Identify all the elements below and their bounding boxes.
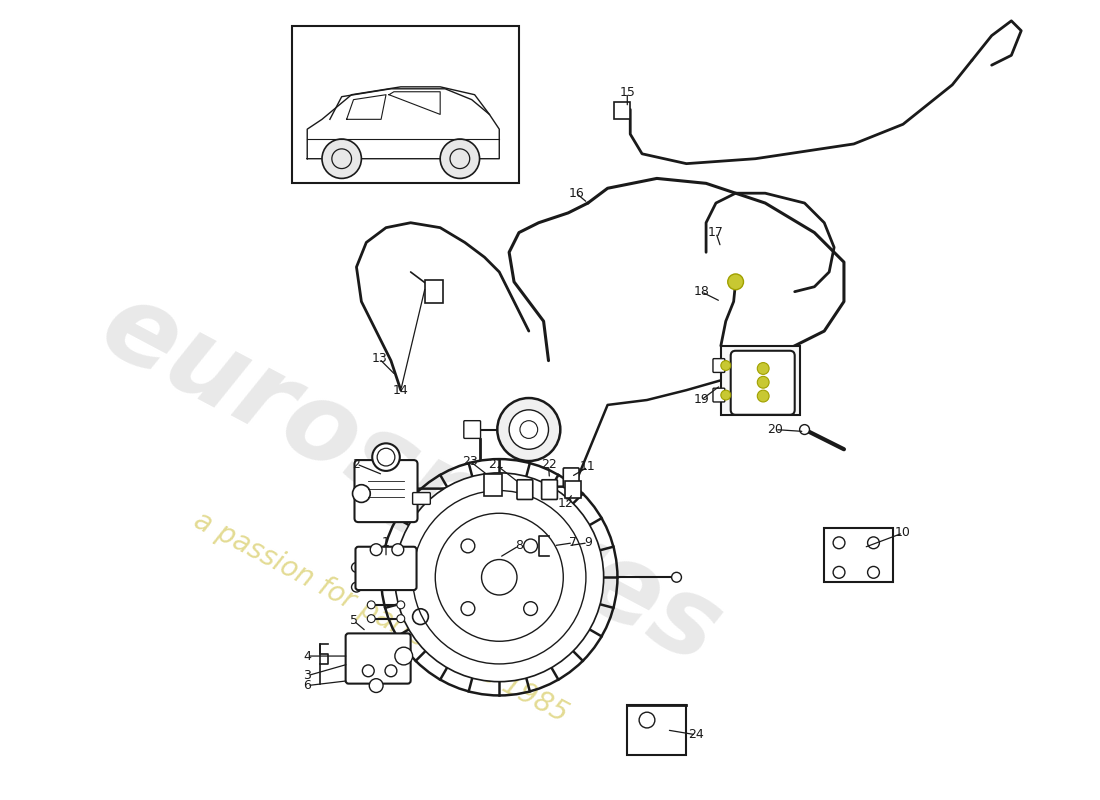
Circle shape (372, 443, 399, 471)
Circle shape (352, 562, 362, 572)
Circle shape (524, 539, 538, 553)
Circle shape (757, 362, 769, 374)
Text: 20: 20 (767, 423, 783, 436)
Circle shape (352, 582, 362, 592)
FancyBboxPatch shape (354, 460, 418, 522)
Text: 23: 23 (462, 454, 477, 467)
Text: 15: 15 (619, 86, 635, 99)
Circle shape (371, 544, 382, 556)
Text: a passion for parts since 1985: a passion for parts since 1985 (189, 506, 573, 727)
FancyBboxPatch shape (541, 480, 558, 499)
Circle shape (397, 614, 405, 622)
Text: 19: 19 (693, 394, 710, 406)
Text: 4: 4 (304, 650, 311, 662)
Text: 2: 2 (352, 458, 361, 470)
Text: 16: 16 (569, 186, 584, 200)
Circle shape (397, 601, 405, 609)
Text: 3: 3 (304, 670, 311, 682)
Bar (627, 706, 686, 754)
FancyBboxPatch shape (345, 634, 410, 684)
Bar (293, 26, 519, 183)
Circle shape (720, 361, 730, 370)
Text: 18: 18 (693, 285, 710, 298)
Bar (720, 346, 800, 414)
Circle shape (385, 665, 397, 677)
Text: 7: 7 (569, 536, 578, 550)
Circle shape (757, 390, 769, 402)
FancyBboxPatch shape (412, 493, 430, 504)
FancyBboxPatch shape (713, 358, 725, 373)
Bar (615, 102, 630, 119)
FancyBboxPatch shape (464, 421, 481, 438)
Circle shape (370, 678, 383, 693)
Text: 10: 10 (895, 526, 911, 539)
Circle shape (800, 425, 810, 434)
Circle shape (395, 473, 604, 682)
Text: 11: 11 (580, 461, 596, 474)
Text: 6: 6 (304, 679, 311, 692)
Bar (484, 474, 503, 495)
Circle shape (720, 390, 730, 400)
Text: 22: 22 (540, 458, 557, 471)
Text: eurospares: eurospares (84, 271, 738, 686)
Circle shape (322, 139, 362, 178)
FancyBboxPatch shape (355, 546, 417, 590)
Text: 17: 17 (708, 226, 724, 239)
Circle shape (757, 376, 769, 388)
Circle shape (672, 572, 682, 582)
Circle shape (497, 398, 560, 461)
Circle shape (728, 274, 744, 290)
Text: 1: 1 (382, 536, 389, 550)
Bar (565, 481, 581, 498)
Circle shape (362, 665, 374, 677)
Circle shape (461, 539, 475, 553)
Text: 12: 12 (558, 497, 573, 510)
Text: 24: 24 (689, 728, 704, 742)
Circle shape (440, 139, 480, 178)
Text: 21: 21 (488, 458, 504, 471)
Text: 9: 9 (584, 536, 592, 550)
Circle shape (367, 614, 375, 622)
Text: 8: 8 (515, 539, 522, 552)
Circle shape (352, 485, 371, 502)
FancyBboxPatch shape (517, 480, 532, 499)
Bar (426, 280, 443, 303)
Circle shape (524, 602, 538, 615)
Text: 14: 14 (393, 384, 409, 397)
FancyBboxPatch shape (713, 388, 725, 402)
Circle shape (509, 410, 549, 450)
Circle shape (461, 602, 475, 615)
Text: 13: 13 (371, 352, 387, 365)
Circle shape (392, 544, 404, 556)
FancyBboxPatch shape (730, 350, 794, 414)
Circle shape (367, 601, 375, 609)
Text: 5: 5 (350, 614, 358, 627)
Bar (824, 528, 893, 582)
FancyBboxPatch shape (563, 468, 579, 488)
Circle shape (395, 647, 412, 665)
